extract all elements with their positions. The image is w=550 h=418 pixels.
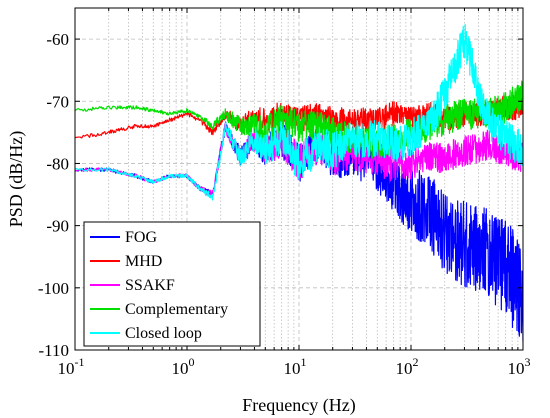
legend-entry: Closed loop — [125, 325, 202, 342]
series-line-closed-loop — [75, 24, 523, 201]
y-tick-label: -110 — [38, 341, 69, 360]
x-tick-label: 10-1 — [58, 355, 85, 378]
y-tick-label: -60 — [46, 30, 69, 49]
series-line-complementary — [75, 80, 523, 159]
series-layer — [75, 24, 523, 342]
legend-entry: FOG — [125, 229, 157, 246]
y-tick-labels: -110 -100 -90 -80 -70 -60 — [38, 30, 69, 360]
legend-entry: MHD — [125, 253, 162, 270]
x-tick-label: 100 — [172, 355, 195, 378]
x-tick-label: 101 — [284, 355, 307, 378]
legend-entry: SSAKF — [125, 277, 175, 294]
y-tick-label: -100 — [38, 279, 69, 298]
y-axis-label: PSD (dB/Hz) — [6, 131, 27, 228]
x-tick-label: 102 — [396, 355, 419, 378]
legend-entry: Complementary — [125, 301, 228, 318]
x-axis-label: Frequency (Hz) — [242, 395, 355, 416]
legend: FOG MHD SSAKF Complementary Closed loop — [83, 221, 261, 347]
y-tick-label: -80 — [46, 154, 69, 173]
axis-ticks — [74, 8, 524, 351]
y-tick-label: -90 — [46, 217, 69, 236]
x-tick-labels: 10-1 100 101 102 103 — [58, 355, 531, 378]
x-tick-label: 103 — [508, 355, 531, 378]
y-tick-label: -70 — [46, 92, 69, 111]
